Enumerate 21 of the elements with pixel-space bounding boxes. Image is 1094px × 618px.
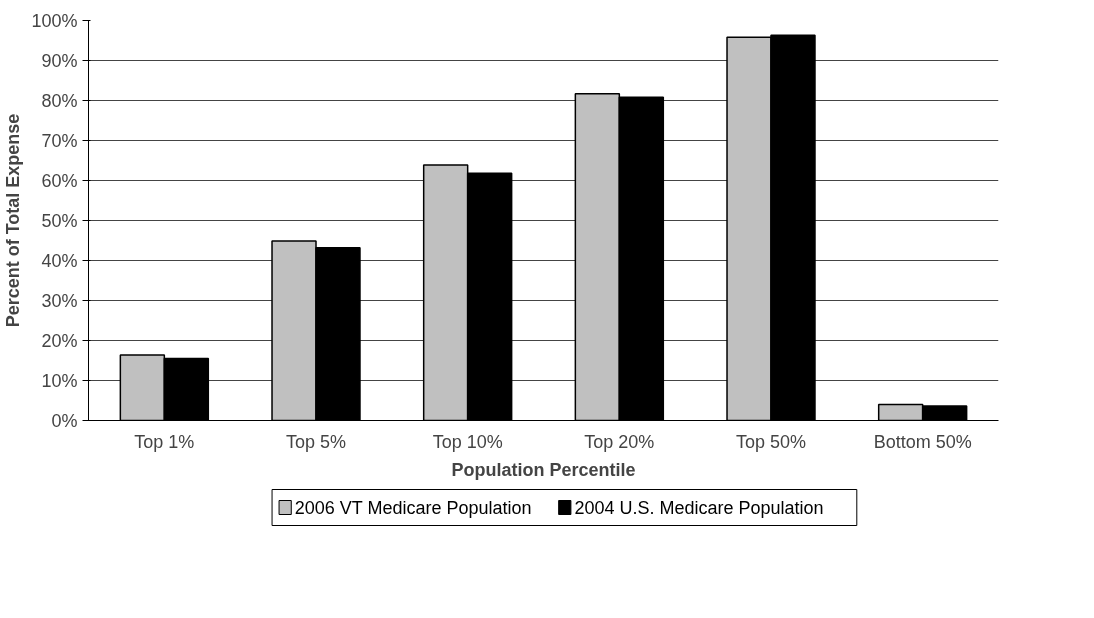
x-tick-label: Top 5% <box>285 431 347 452</box>
x-tick-label: Top 20% <box>584 431 655 452</box>
y-tick-label: 80% <box>41 90 78 111</box>
x-axis-title: Population Percentile <box>451 459 636 480</box>
y-tick-label: 40% <box>41 250 78 271</box>
y-tick-label: 100% <box>31 10 78 31</box>
y-tick-label: 50% <box>41 210 78 231</box>
y-tick-label: 30% <box>41 290 78 311</box>
legend-label: 2004 U.S. Medicare Population <box>574 497 824 518</box>
y-tick-label: 20% <box>41 330 78 351</box>
x-tick-label: Top 10% <box>432 431 503 452</box>
legend-label: 2006 VT Medicare Population <box>294 497 532 518</box>
x-tick-label: Top 1% <box>134 431 195 452</box>
y-axis-title: Percent of Total Expense <box>3 113 24 328</box>
y-tick-label: 0% <box>51 410 78 431</box>
x-tick-label: Bottom 50% <box>873 431 972 452</box>
x-tick-label: Top 50% <box>735 431 807 452</box>
y-tick-label: 90% <box>41 50 78 71</box>
y-tick-label: 70% <box>41 130 78 151</box>
y-tick-label: 60% <box>41 170 78 191</box>
y-tick-label: 10% <box>41 370 78 391</box>
